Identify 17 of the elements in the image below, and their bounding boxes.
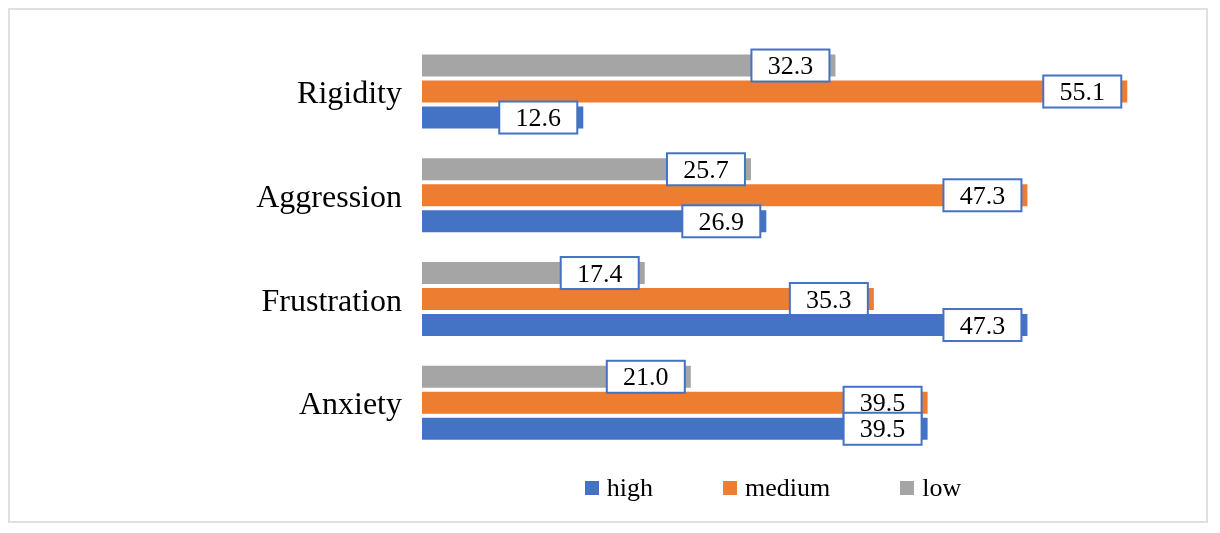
data-label: 47.3 [959,310,1006,340]
legend-label: medium [745,473,831,503]
data-label: 55.1 [1059,77,1106,107]
data-label: 35.3 [806,284,852,314]
legend-label: low [922,473,962,503]
data-label: 12.6 [515,103,562,133]
data-label: 32.3 [767,51,814,81]
data-label: 47.3 [959,180,1006,210]
data-label: 21.0 [623,362,669,392]
y-tick-label: Frustration [261,281,402,318]
data-label: 26.9 [698,206,745,236]
legend-label: high [606,473,653,503]
data-label: 25.7 [683,154,729,184]
data-label: 17.4 [576,258,623,288]
y-tick-label: Aggression [256,177,402,214]
y-tick-label: Anxiety [298,385,402,422]
y-tick-label: Rigidity [297,74,402,111]
